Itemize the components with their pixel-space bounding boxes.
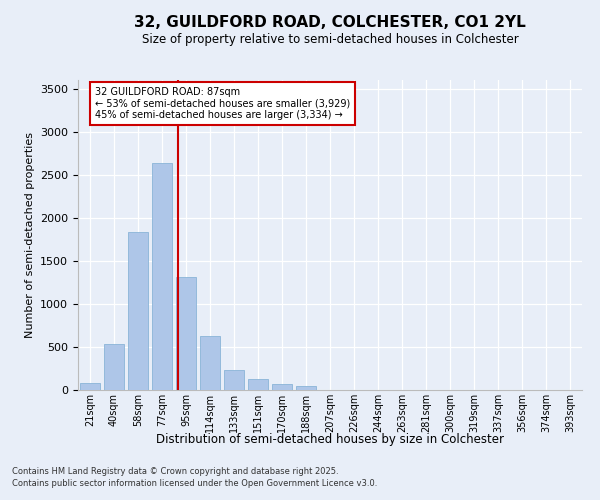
Text: Contains HM Land Registry data © Crown copyright and database right 2025.: Contains HM Land Registry data © Crown c… (12, 468, 338, 476)
Bar (104, 344, 124, 390)
Text: 32, GUILDFORD ROAD, COLCHESTER, CO1 2YL: 32, GUILDFORD ROAD, COLCHESTER, CO1 2YL (134, 15, 526, 30)
Bar (152, 162, 172, 390)
Bar (224, 370, 244, 390)
Y-axis label: Number of semi-detached properties: Number of semi-detached properties (25, 132, 35, 338)
Bar (248, 379, 268, 390)
Bar (272, 384, 292, 390)
Text: Distribution of semi-detached houses by size in Colchester: Distribution of semi-detached houses by … (156, 432, 504, 446)
Bar (176, 277, 196, 390)
Text: Contains public sector information licensed under the Open Government Licence v3: Contains public sector information licen… (12, 479, 377, 488)
Bar (128, 232, 148, 390)
Bar (80, 383, 100, 390)
Bar (200, 336, 220, 390)
Text: Size of property relative to semi-detached houses in Colchester: Size of property relative to semi-detach… (142, 32, 518, 46)
Bar (296, 386, 316, 390)
Text: 32 GUILDFORD ROAD: 87sqm
← 53% of semi-detached houses are smaller (3,929)
45% o: 32 GUILDFORD ROAD: 87sqm ← 53% of semi-d… (95, 87, 350, 120)
